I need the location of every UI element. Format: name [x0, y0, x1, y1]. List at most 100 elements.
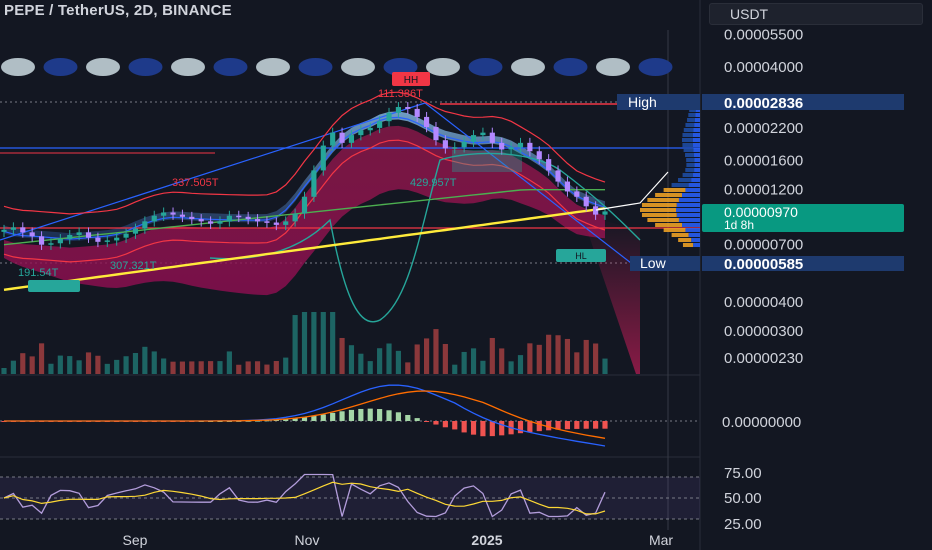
session-dot	[341, 58, 375, 76]
macd-hist-bar	[301, 417, 308, 421]
macd-hist-bar	[273, 419, 279, 421]
volume-bar	[245, 361, 251, 374]
volume-bar	[292, 315, 298, 374]
candle-body	[123, 233, 129, 238]
candle-body	[602, 211, 608, 215]
volume-bar	[198, 361, 204, 374]
volume-bar	[499, 348, 505, 374]
volume-bar	[311, 312, 317, 374]
candle-body	[564, 181, 571, 192]
volume-bar	[38, 343, 45, 374]
candle-body	[76, 232, 82, 235]
candle-body	[273, 222, 279, 225]
volume-bar	[123, 356, 129, 374]
candle-body	[208, 221, 214, 224]
trendline-down	[424, 102, 641, 271]
currency-selector[interactable]: USDT	[709, 3, 923, 25]
candle-body	[339, 132, 345, 143]
candle-body	[574, 191, 580, 197]
volume-bar	[217, 361, 223, 374]
macd-hist-bar	[423, 421, 430, 422]
price-axis[interactable]: 0.00005500 0.00004000 0.00002200 0.00001600…	[724, 26, 803, 367]
profile-bar	[676, 213, 700, 217]
candle-body	[57, 239, 63, 244]
volume-bar	[461, 351, 467, 374]
volume-bar	[339, 337, 345, 374]
profile-bar	[688, 113, 696, 117]
macd-hist-bar	[470, 421, 477, 435]
profile-bar	[681, 138, 693, 142]
profile-bar	[691, 178, 700, 182]
profile-bar	[678, 238, 692, 242]
price-tick: 0.00004000	[724, 59, 803, 76]
ma-200-line	[3, 207, 606, 291]
volume-label-1: 337.505T	[172, 177, 219, 189]
session-dot	[383, 58, 418, 76]
volume-bar	[330, 312, 336, 374]
profile-bar	[682, 193, 700, 197]
volume-bar	[564, 338, 571, 374]
chart-title: PEPE / TetherUS, 2D, BINANCE	[4, 2, 232, 19]
volume-bar	[508, 361, 514, 374]
price-tick: 0.00005500	[724, 26, 803, 43]
macd-signal-line	[4, 390, 606, 439]
candle-body	[179, 214, 186, 217]
price-tick: 0.00000400	[724, 294, 803, 311]
hh-label: HH	[404, 75, 418, 86]
volume-bar	[367, 361, 373, 374]
session-dot	[171, 58, 205, 76]
candle-body	[405, 107, 411, 109]
profile-bar	[663, 188, 686, 192]
candle-body	[292, 213, 298, 222]
profile-bar	[655, 223, 683, 227]
price-tick: 0.00000700	[724, 237, 803, 254]
trendline-up	[0, 102, 426, 241]
session-dot	[213, 58, 248, 76]
macd-hist-bar	[574, 421, 580, 429]
candle-body	[348, 135, 355, 143]
profile-bar	[685, 153, 695, 157]
candle-body	[132, 228, 139, 234]
session-dot	[553, 58, 588, 76]
hl-label: HL	[575, 251, 587, 261]
macd-hist-bar	[339, 411, 345, 421]
session-dot	[298, 58, 333, 76]
macd-hist-bar	[283, 419, 289, 421]
rsi-ma-line	[3, 481, 606, 515]
volume-bar	[574, 352, 580, 374]
candlestick-series	[1, 102, 608, 250]
volume-bar	[114, 359, 120, 374]
volume-bar	[161, 358, 167, 374]
volume-bar	[395, 350, 401, 374]
volume-bar	[433, 329, 439, 374]
volume-bar	[67, 356, 73, 374]
candle-body	[395, 107, 401, 113]
candle-body	[142, 221, 148, 229]
candle-body	[499, 142, 505, 150]
time-axis[interactable]: Sep Nov 2025 Mar	[123, 532, 674, 548]
candle-body	[301, 196, 308, 214]
profile-bar	[694, 123, 700, 127]
session-dot	[596, 58, 630, 76]
profile-bar	[685, 123, 695, 127]
rsi-tick-75: 75.00	[724, 465, 762, 482]
low-label: Low	[640, 255, 667, 271]
volume-bar	[48, 363, 54, 374]
macd-hist-bar	[264, 420, 270, 422]
candle-body	[452, 147, 458, 149]
candle-body	[236, 215, 242, 218]
candle-body	[489, 132, 495, 143]
bollinger-basis	[3, 116, 606, 240]
profile-bar	[641, 213, 677, 217]
volume-bar	[470, 348, 477, 374]
volume-bar	[320, 312, 326, 374]
candle-body	[264, 221, 270, 223]
volume-bar	[348, 345, 355, 374]
candle-body	[254, 219, 261, 222]
profile-bar	[682, 143, 693, 147]
macd-hist-bar	[461, 421, 467, 433]
candle-body	[226, 215, 232, 222]
volume-bar	[273, 361, 279, 374]
profile-bar	[693, 243, 700, 247]
